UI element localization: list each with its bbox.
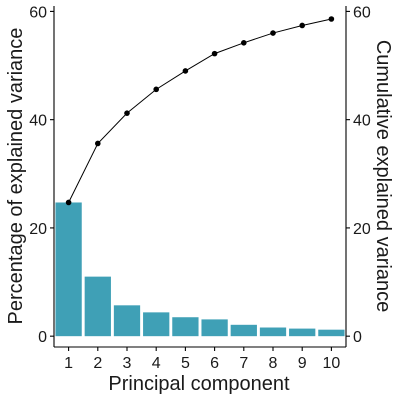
cumulative-variance-line — [68, 18, 332, 203]
cumulative-point-pc-2 — [95, 140, 101, 147]
bar-pc-10 — [318, 329, 345, 337]
bar-pc-6 — [201, 319, 228, 337]
x-tick-label-5: 5 — [181, 355, 190, 372]
y2-tick-label-0: 0 — [353, 329, 362, 346]
y-tick-label-0: 0 — [38, 329, 47, 346]
x-tick-label-8: 8 — [269, 355, 278, 372]
y-tick-label-60: 60 — [29, 4, 47, 21]
y2-tick-label-60: 60 — [353, 4, 371, 21]
bar-pc-5 — [172, 317, 199, 337]
y2-axis-title: Cumulative explained variance — [372, 40, 394, 312]
bar-pc-8 — [259, 327, 287, 337]
cumulative-point-pc-7 — [241, 40, 247, 46]
x-tick-label-3: 3 — [123, 355, 132, 372]
x-tick-label-10: 10 — [323, 355, 341, 372]
cumulative-point-pc-9 — [299, 22, 306, 29]
bars-layer — [55, 202, 345, 337]
cumulative-point-pc-5 — [182, 68, 189, 74]
x-tick-label-6: 6 — [210, 355, 219, 372]
bar-pc-9 — [289, 328, 316, 337]
bar-pc-7 — [230, 324, 257, 337]
cumulative-point-pc-10 — [328, 16, 335, 22]
cumulative-line-layer — [65, 16, 335, 206]
x-tick-label-1: 1 — [64, 355, 73, 372]
x-tick-label-4: 4 — [152, 355, 161, 372]
axes-layer: 0 20 40 60 0 20 40 60 1 2 3 4 5 6 7 8 9 10 — [29, 4, 371, 372]
x-tick-label-9: 9 — [298, 355, 307, 372]
y-axis-title: Percentage of explained variance — [5, 28, 27, 325]
y-tick-label-40: 40 — [29, 113, 47, 130]
cumulative-point-pc-6 — [211, 50, 218, 57]
cumulative-point-pc-3 — [124, 110, 130, 116]
y2-tick-label-20: 20 — [353, 221, 371, 238]
bar-pc-2 — [84, 276, 111, 337]
cumulative-point-pc-4 — [153, 86, 159, 93]
bar-pc-1 — [55, 202, 82, 337]
cumulative-point-pc-8 — [270, 30, 276, 36]
x-axis-title: Principal component — [108, 373, 290, 395]
y2-tick-label-40: 40 — [353, 113, 371, 130]
bar-pc-3 — [113, 305, 141, 337]
cumulative-point-pc-1 — [65, 199, 72, 206]
x-tick-label-7: 7 — [239, 355, 248, 372]
x-tick-label-2: 2 — [93, 355, 102, 372]
y-tick-label-20: 20 — [29, 221, 47, 238]
bar-pc-4 — [143, 312, 170, 337]
